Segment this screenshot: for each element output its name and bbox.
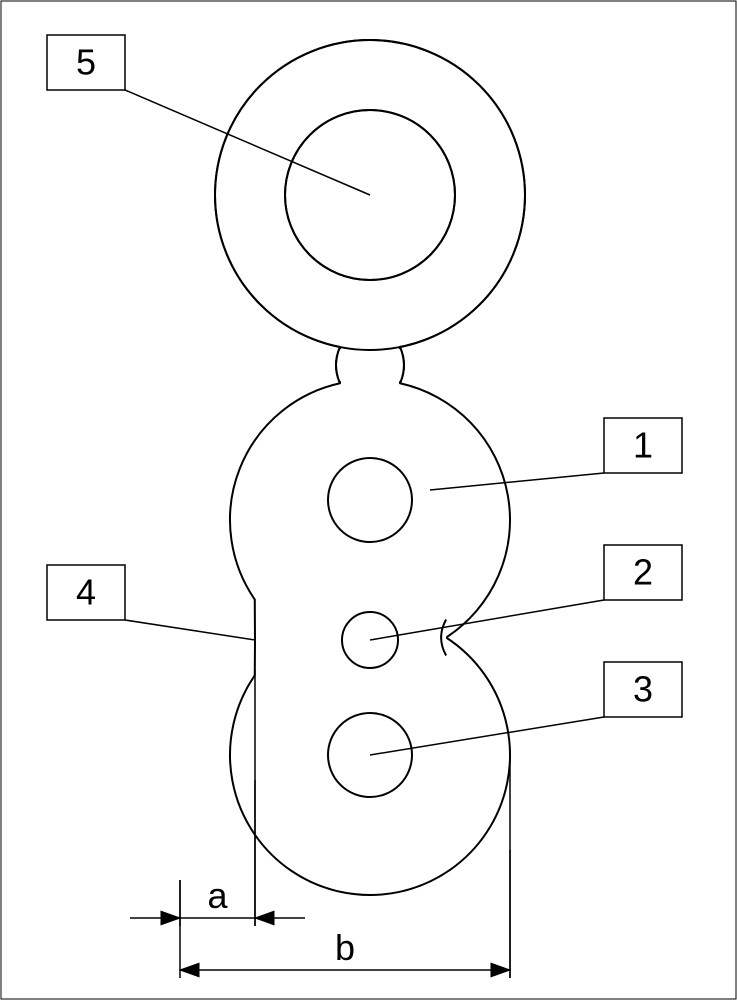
- dimension-label-dim_b: b: [335, 927, 355, 968]
- callout-label-l1: 1: [633, 425, 653, 466]
- callout-label-l5: 5: [76, 42, 96, 83]
- callout-label-l3: 3: [633, 669, 653, 710]
- part-outline: [215, 40, 525, 895]
- dimension-label-dim_a: a: [207, 875, 228, 916]
- callout-label-l4: 4: [76, 572, 96, 613]
- callout-label-l2: 2: [633, 552, 653, 593]
- engineering-diagram: 5 1 2 3 4 a b: [0, 0, 737, 1000]
- diagram-svg: 5 1 2 3 4 a b: [0, 0, 737, 1000]
